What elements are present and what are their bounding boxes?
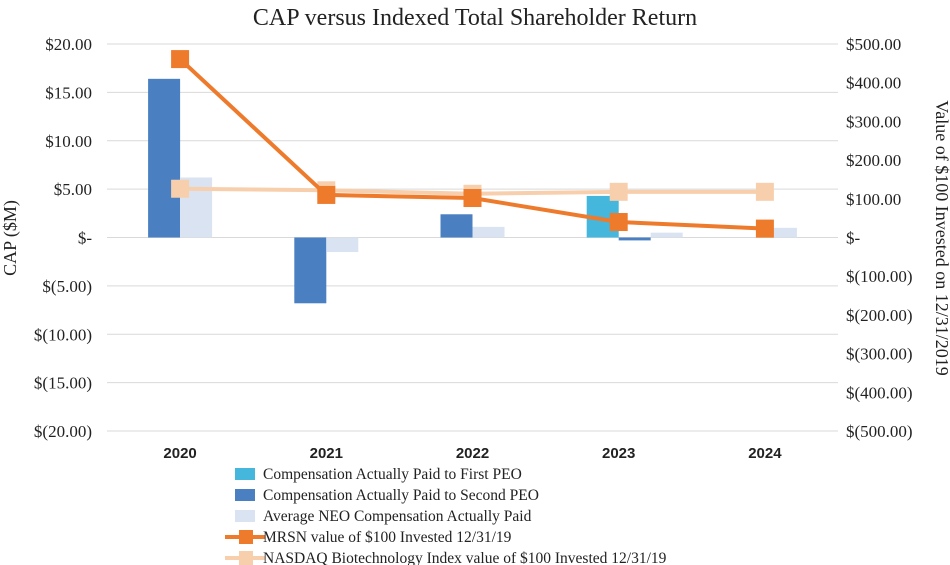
left-tick-label-3: $5.00	[54, 180, 92, 199]
right-tick-label-6: $(100.00)	[846, 267, 913, 286]
left-axis-ticks: $20.00 $15.00 $10.00 $5.00 $- $(5.00) $(10.00)…	[34, 35, 92, 441]
line-point-2020-series-0	[171, 50, 190, 69]
legend-marker-4	[239, 551, 253, 565]
line-point-2022-series-0	[463, 189, 482, 208]
right-axis-ticks: $500.00 $400.00 $300.00 $200.00 $100.00 $- $(1…	[846, 35, 913, 441]
chart-title: CAP versus Indexed Total Shareholder Ret…	[253, 5, 697, 31]
right-tick-label-5: $-	[846, 229, 861, 248]
category-label-2022: 2022	[456, 445, 489, 462]
left-tick-label-4: $-	[78, 229, 93, 248]
left-tick-label-0: $20.00	[45, 35, 92, 54]
left-tick-label-5: $(5.00)	[42, 277, 92, 296]
left-tick-label-7: $(15.00)	[34, 374, 92, 393]
left-axis-title: CAP ($M)	[0, 200, 21, 276]
right-tick-label-3: $200.00	[846, 151, 901, 170]
legend-swatch-2	[235, 510, 255, 522]
bar-2023-series-2	[650, 232, 683, 238]
bar-2020-series-1	[148, 78, 181, 238]
legend: Compensation Actually Paid to First PEO C…	[225, 466, 667, 565]
right-tick-label-0: $500.00	[846, 35, 901, 54]
right-tick-label-1: $400.00	[846, 74, 901, 93]
legend-label-1: Compensation Actually Paid to Second PEO	[263, 487, 539, 504]
category-label-2023: 2023	[602, 445, 635, 462]
line-point-2024-series-1	[755, 182, 774, 201]
line-point-2021-series-0	[317, 185, 336, 204]
right-tick-label-10: $(500.00)	[846, 422, 913, 441]
right-tick-label-7: $(200.00)	[846, 306, 913, 325]
bar-2023-series-1	[618, 237, 651, 241]
bar-2021-series-1	[294, 237, 327, 304]
right-tick-label-4: $100.00	[846, 190, 901, 209]
line-point-2023-series-1	[609, 182, 628, 201]
left-tick-label-8: $(20.00)	[34, 422, 92, 441]
bar-2022-series-1	[440, 214, 473, 238]
right-axis-title: Value of $100 Invested on 12/31/2019	[932, 100, 950, 375]
legend-marker-3	[239, 530, 253, 544]
category-axis-labels: 2020 2021 2022 2023 2024	[163, 445, 782, 462]
left-tick-label-2: $10.00	[45, 132, 92, 151]
bar-2024-series-2	[764, 227, 797, 238]
legend-label-0: Compensation Actually Paid to First PEO	[263, 466, 522, 483]
right-tick-label-8: $(300.00)	[846, 345, 913, 364]
line-point-2020-series-1	[171, 179, 190, 198]
line-point-2024-series-0	[755, 219, 774, 238]
bar-2022-series-2	[472, 226, 505, 238]
right-tick-label-2: $300.00	[846, 112, 901, 131]
legend-swatch-0	[235, 468, 255, 480]
line-marks	[171, 50, 774, 238]
bar-marks	[148, 78, 797, 304]
category-label-2021: 2021	[310, 445, 343, 462]
right-tick-label-9: $(400.00)	[846, 383, 913, 402]
category-label-2024: 2024	[748, 445, 782, 462]
left-tick-label-1: $15.00	[45, 83, 92, 102]
legend-label-2: Average NEO Compensation Actually Paid	[263, 508, 532, 525]
left-tick-label-6: $(10.00)	[34, 325, 92, 344]
legend-swatch-1	[235, 489, 255, 501]
category-label-2020: 2020	[163, 445, 196, 462]
legend-label-3: MRSN value of $100 Invested 12/31/19	[263, 529, 512, 546]
bar-2021-series-2	[326, 237, 359, 253]
line-point-2023-series-0	[609, 213, 628, 232]
legend-label-4: NASDAQ Biotechnology Index value of $100…	[263, 550, 667, 565]
